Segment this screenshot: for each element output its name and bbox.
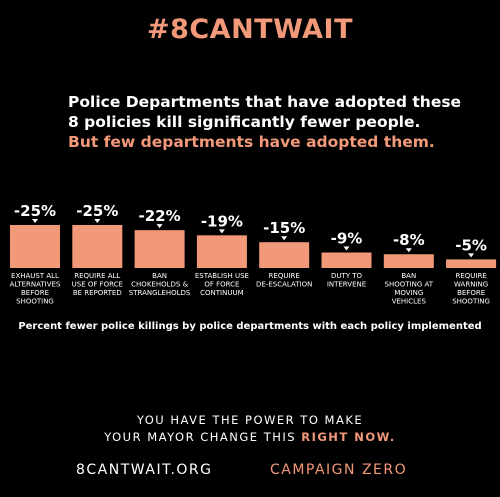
bar-pointer-8 bbox=[468, 253, 475, 258]
policy-bar-chart: -25% EXHAUST ALL ALTERNATIVES BEFORE SHOOTIN… bbox=[10, 202, 497, 306]
call-to-action: YOU HAVE THE POWER TO MAKE YOUR MAYOR CH… bbox=[0, 412, 500, 446]
hashtag-title: #8CANTWAIT bbox=[146, 14, 354, 45]
bar-value-label-4: -19% bbox=[201, 212, 243, 230]
bar-4 bbox=[196, 235, 247, 268]
cta-line-2-text: YOUR MAYOR CHANGE THIS bbox=[104, 430, 302, 444]
headline-line-1: Police Departments that have adopted the… bbox=[68, 93, 462, 111]
bar-pointer-4 bbox=[218, 229, 225, 234]
bar-pointer-3 bbox=[156, 224, 163, 229]
bar-value-label-5: -15% bbox=[263, 219, 305, 237]
category-label-2: REQUIRE ALL USE OF FORCE BE REPORTED bbox=[72, 272, 123, 297]
bar-5 bbox=[259, 242, 310, 268]
bar-value-label-1: -25% bbox=[14, 202, 56, 220]
category-label-5: REQUIRE DE-ESCALATION bbox=[256, 272, 312, 289]
bar-pointer-2 bbox=[94, 219, 101, 223]
category-label-7: BAN SHOOTING AT MOVING VEHICLES bbox=[385, 272, 434, 306]
bar-2 bbox=[72, 225, 123, 268]
bar-value-label-7: -8% bbox=[393, 231, 425, 249]
bar-pointer-7 bbox=[405, 248, 412, 253]
bar-8 bbox=[446, 259, 497, 268]
category-label-4: ESTABLISH USE OF FORCE CONTINUUM bbox=[195, 272, 249, 297]
bar-value-label-2: -25% bbox=[76, 202, 118, 220]
headline: Police Departments that have adopted the… bbox=[68, 92, 488, 152]
bar-pointer-5 bbox=[281, 236, 288, 241]
headline-highlight: But few departments have adopted them. bbox=[68, 133, 435, 151]
bar-pointer-1 bbox=[32, 219, 38, 223]
cta-line-2: YOUR MAYOR CHANGE THIS RIGHT NOW. bbox=[0, 429, 500, 446]
category-label-8: REQUIRE WARNING BEFORE SHOOTING bbox=[452, 272, 490, 306]
bar-value-label-8: -5% bbox=[455, 236, 487, 254]
bar-pointer-6 bbox=[343, 246, 350, 251]
category-label-1: EXHAUST ALL ALTERNATIVES BEFORE SHOOTING bbox=[10, 272, 61, 306]
website-link[interactable]: 8CANTWAIT.ORG bbox=[76, 462, 213, 478]
category-label-6: DUTY TO INTERVENE bbox=[327, 272, 366, 289]
bar-value-label-3: -22% bbox=[139, 207, 181, 225]
bar-7 bbox=[383, 254, 434, 268]
cta-highlight: RIGHT NOW. bbox=[301, 430, 396, 444]
cta-line-1: YOU HAVE THE POWER TO MAKE bbox=[136, 413, 364, 427]
chart-caption: Percent fewer police killings by police … bbox=[18, 321, 482, 332]
organization-name: CAMPAIGN ZERO bbox=[270, 462, 408, 478]
headline-line-2: 8 policies kill significantly fewer peop… bbox=[68, 113, 421, 131]
bar-value-label-6: -9% bbox=[331, 230, 363, 248]
bar-3 bbox=[134, 230, 185, 268]
bar-6 bbox=[321, 252, 372, 268]
category-label-3: BAN CHOKEHOLDS & STRANGLEHOLDS bbox=[129, 272, 191, 297]
bar-1 bbox=[10, 225, 60, 268]
